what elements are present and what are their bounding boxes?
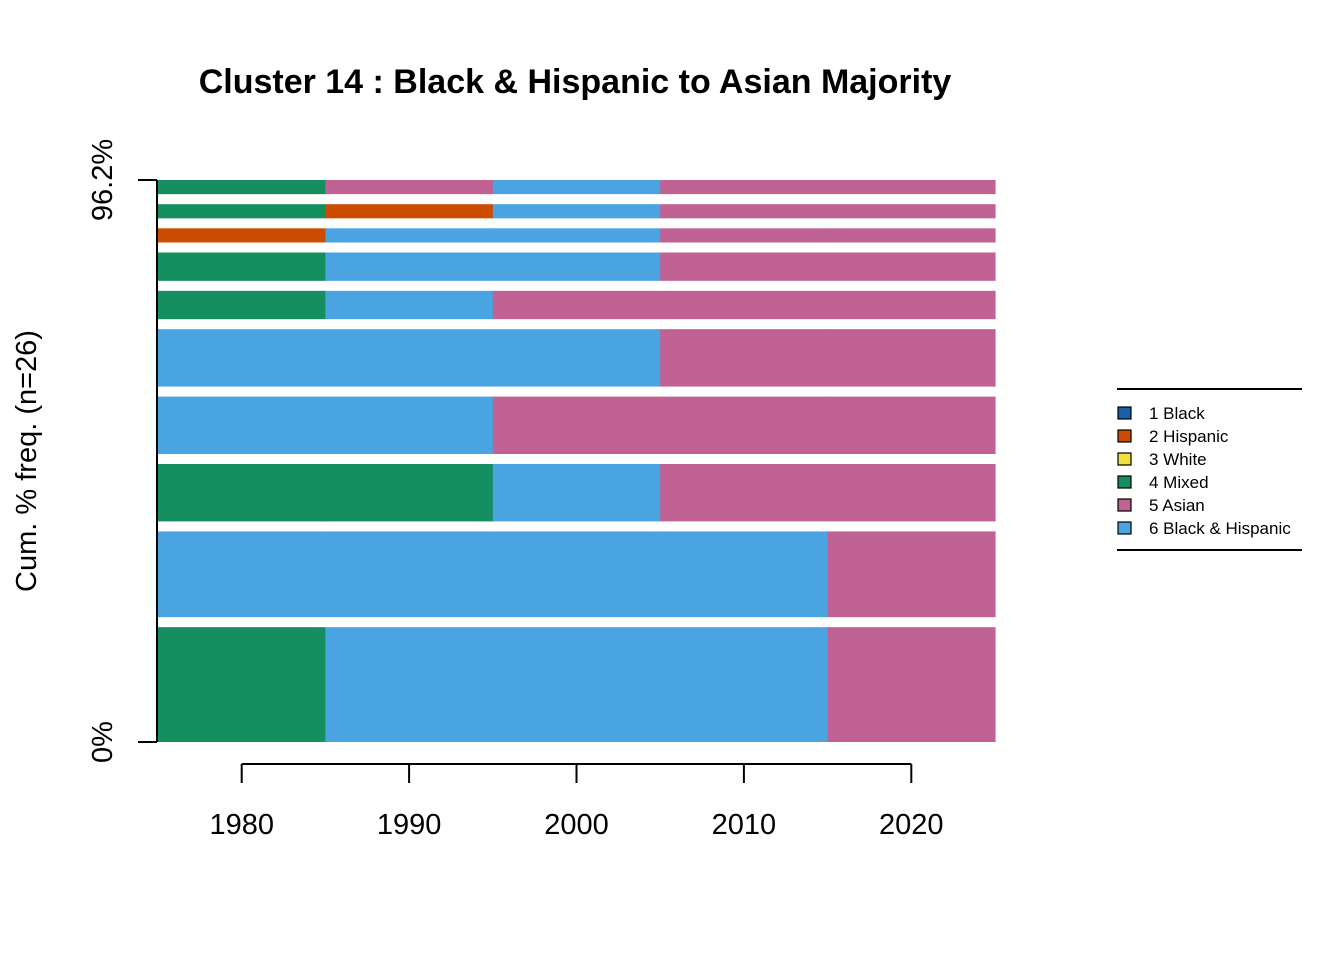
seq-5-segment-2000 [492, 329, 661, 387]
y-axis: 0% 96.2% [87, 139, 158, 763]
seq-9-segment-1980 [158, 204, 326, 219]
legend-label-5-asian: 5 Asian [1149, 496, 1205, 515]
seq-3-segment-1990 [325, 464, 494, 522]
seq-3-segment-2010 [660, 464, 829, 522]
seq-2-segment-1980 [158, 531, 326, 618]
seq-7-segment-2010 [660, 252, 829, 281]
seq-9-segment-1990 [325, 204, 494, 219]
seq-8-segment-2000 [492, 228, 661, 243]
legend-label-4-mixed: 4 Mixed [1149, 473, 1209, 492]
legend-label-3-white: 3 White [1149, 450, 1207, 469]
seq-1-segment-1980 [158, 627, 326, 742]
seq-10-segment-2000 [492, 180, 661, 195]
seq-1-segment-2020 [827, 627, 996, 742]
seq-4-segment-2020 [827, 396, 996, 455]
seq-6-segment-1990 [325, 290, 494, 320]
legend-swatch-4-mixed [1117, 475, 1132, 489]
legend-swatch-2-hispanic [1117, 429, 1132, 443]
seq-10-segment-2020 [827, 180, 996, 195]
x-tick-label-2000: 2000 [544, 809, 609, 841]
seq-2-segment-2010 [660, 531, 829, 618]
seq-5-segment-2010 [660, 329, 829, 387]
seq-7-segment-2020 [827, 252, 996, 281]
legend-swatch-5-asian [1117, 498, 1132, 512]
legend-swatch-6-black-hispanic [1117, 521, 1132, 535]
seq-1-segment-2010 [660, 627, 829, 742]
seq-8-segment-2020 [827, 228, 996, 243]
chart-title: Cluster 14 : Black & Hispanic to Asian M… [199, 63, 952, 101]
legend: 1 Black 2 Hispanic 3 White 4 Mixed 5 Asian 6 … [1117, 388, 1302, 551]
seq-7-segment-1990 [325, 252, 494, 281]
x-tick-label-1980: 1980 [209, 809, 274, 841]
seq-9-segment-2010 [660, 204, 829, 219]
seq-3-segment-1980 [158, 464, 326, 522]
seq-4-segment-1980 [158, 396, 326, 455]
seq-4-segment-2010 [660, 396, 829, 455]
seq-3-segment-2000 [492, 464, 661, 522]
seq-8-segment-1980 [158, 228, 326, 243]
legend-items: 1 Black 2 Hispanic 3 White 4 Mixed 5 Asian 6 … [1117, 404, 1291, 538]
seq-6-segment-2000 [492, 290, 661, 320]
y-tick-label-0%: 0% [87, 721, 119, 763]
legend-label-6-black-hispanic: 6 Black & Hispanic [1149, 519, 1291, 538]
seq-10-segment-2010 [660, 180, 829, 195]
legend-label-1-black: 1 Black [1149, 404, 1205, 423]
bars-layer [158, 180, 996, 742]
seq-2-segment-2000 [492, 531, 661, 618]
seq-8-segment-2010 [660, 228, 829, 243]
seq-5-segment-1980 [158, 329, 326, 387]
seq-4-segment-2000 [492, 396, 661, 455]
seq-5-segment-2020 [827, 329, 996, 387]
seq-1-segment-2000 [492, 627, 661, 742]
seq-5-segment-1990 [325, 329, 494, 387]
seq-1-segment-1990 [325, 627, 494, 742]
seq-10-segment-1990 [325, 180, 494, 195]
seq-2-segment-2020 [827, 531, 996, 618]
x-tick-label-2020: 2020 [879, 809, 944, 841]
legend-swatch-3-white [1117, 452, 1132, 466]
y-tick-label-96.2%: 96.2% [87, 139, 119, 221]
seq-3-segment-2020 [827, 464, 996, 522]
y-axis-label: Cum. % freq. (n=26) [11, 330, 43, 592]
legend-label-2-hispanic: 2 Hispanic [1149, 427, 1229, 446]
seq-9-segment-2020 [827, 204, 996, 219]
x-tick-label-2010: 2010 [712, 809, 777, 841]
seq-7-segment-1980 [158, 252, 326, 281]
seq-6-segment-1980 [158, 290, 326, 320]
seq-9-segment-2000 [492, 204, 661, 219]
seq-8-segment-1990 [325, 228, 494, 243]
seq-6-segment-2020 [827, 290, 996, 320]
seq-6-segment-2010 [660, 290, 829, 320]
x-tick-label-1990: 1990 [377, 809, 442, 841]
seq-10-segment-1980 [158, 180, 326, 195]
legend-swatch-1-black [1117, 406, 1132, 420]
seq-4-segment-1990 [325, 396, 494, 455]
seq-2-segment-1990 [325, 531, 494, 618]
seq-7-segment-2000 [492, 252, 661, 281]
x-axis: 1980 1990 2000 2010 2020 [209, 763, 944, 841]
